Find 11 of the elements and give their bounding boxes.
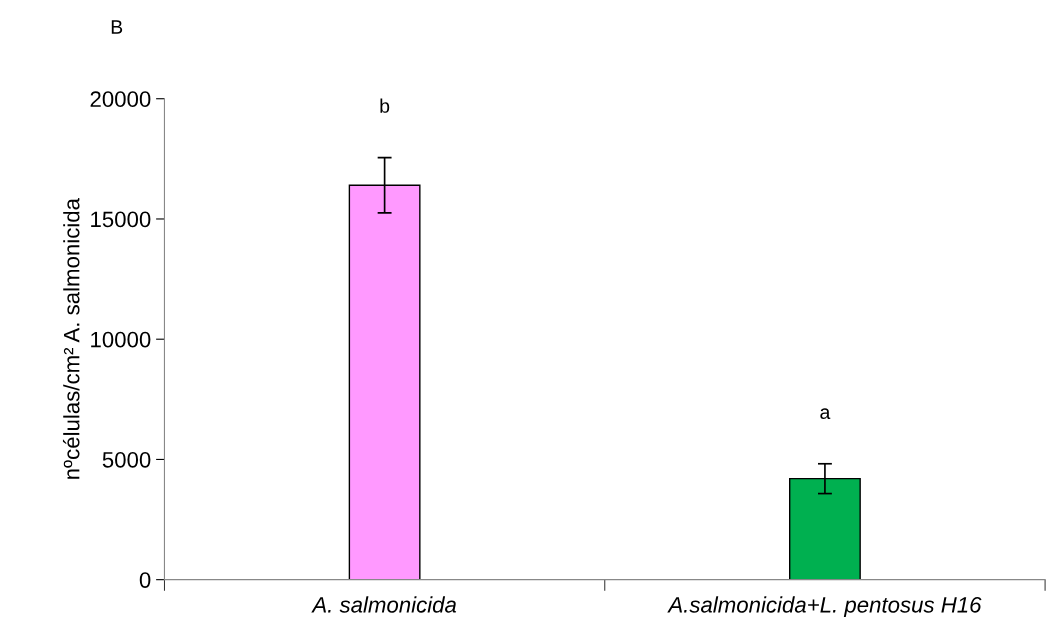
- y-tick-label: 15000: [91, 211, 151, 228]
- x-tick-label: A.salmonicida+L. pentosus H16: [667, 596, 982, 618]
- y-tick-label: 10000: [91, 331, 151, 348]
- annotation: b: [380, 98, 390, 113]
- x-tick-label: A. salmonicida: [311, 596, 457, 613]
- text: B: [111, 20, 123, 34]
- annotation: a: [820, 408, 831, 419]
- y-tick-label: 20000: [90, 91, 151, 108]
- y-tick-label: 5000: [102, 451, 151, 468]
- y-axis-title: nºcélulas/cm² A. salmonicida: [62, 198, 80, 479]
- y-tick-label: 0: [139, 572, 151, 588]
